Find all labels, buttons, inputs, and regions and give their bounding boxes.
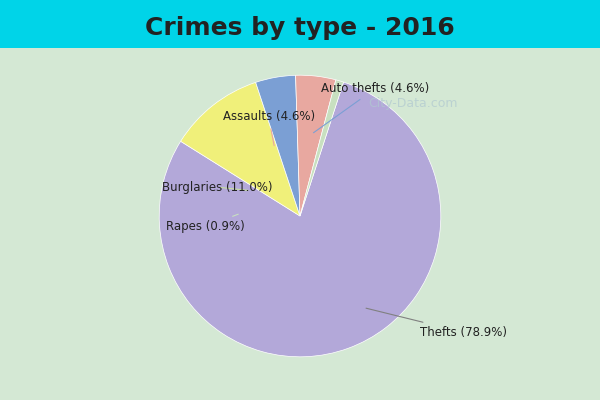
Text: Crimes by type - 2016: Crimes by type - 2016 bbox=[145, 16, 455, 40]
Wedge shape bbox=[159, 82, 441, 357]
Wedge shape bbox=[300, 80, 344, 216]
Text: Auto thefts (4.6%): Auto thefts (4.6%) bbox=[314, 82, 430, 133]
Text: Thefts (78.9%): Thefts (78.9%) bbox=[366, 308, 506, 339]
Text: City-Data.com: City-Data.com bbox=[368, 97, 457, 110]
Wedge shape bbox=[181, 82, 300, 216]
Wedge shape bbox=[256, 75, 300, 216]
Text: Burglaries (11.0%): Burglaries (11.0%) bbox=[162, 181, 272, 194]
Text: Assaults (4.6%): Assaults (4.6%) bbox=[223, 110, 314, 146]
Text: Rapes (0.9%): Rapes (0.9%) bbox=[166, 214, 245, 233]
Wedge shape bbox=[296, 75, 336, 216]
